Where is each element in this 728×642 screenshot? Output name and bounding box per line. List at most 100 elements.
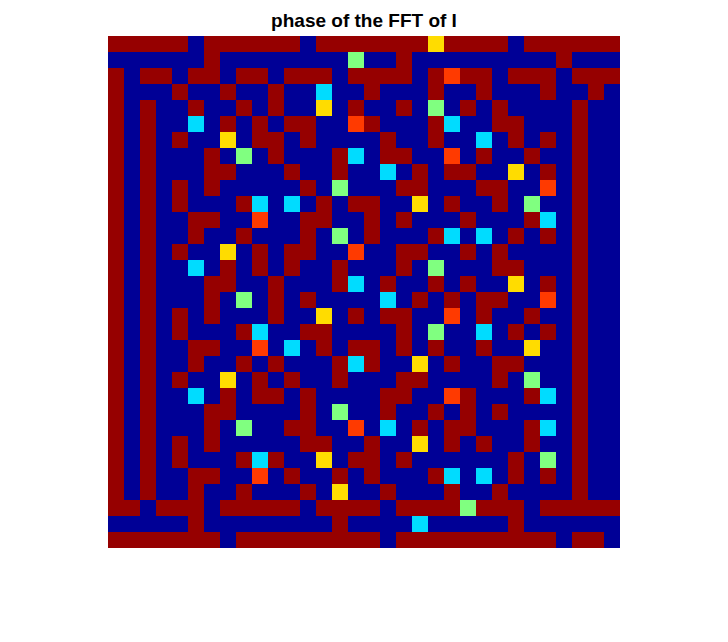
heatmap-cell	[396, 244, 413, 261]
heatmap-cell	[460, 148, 477, 165]
heatmap-cell	[236, 180, 253, 197]
heatmap-cell	[332, 516, 349, 533]
heatmap-cell	[300, 132, 317, 149]
heatmap-cell	[380, 212, 397, 229]
heatmap-cell	[508, 532, 525, 548]
heatmap-cell	[140, 388, 157, 405]
heatmap-cell	[316, 164, 333, 181]
heatmap-cell	[348, 164, 365, 181]
heatmap-cell	[316, 100, 333, 117]
heatmap-cell	[236, 452, 253, 469]
heatmap-cell	[476, 532, 493, 548]
heatmap-cell	[268, 100, 285, 117]
heatmap-cell	[140, 52, 157, 69]
heatmap-cell	[268, 36, 285, 53]
heatmap-cell	[556, 36, 573, 53]
heatmap-cell	[364, 452, 381, 469]
heatmap-cell	[316, 260, 333, 277]
heatmap-cell	[172, 116, 189, 133]
heatmap-cell	[316, 420, 333, 437]
heatmap-cell	[316, 388, 333, 405]
heatmap-cell	[572, 68, 589, 85]
heatmap-cell	[140, 292, 157, 309]
heatmap-cell	[172, 132, 189, 149]
heatmap-cell	[412, 36, 429, 53]
heatmap-cell	[428, 340, 445, 357]
heatmap-cell	[204, 484, 221, 501]
heatmap-cell	[604, 84, 620, 101]
heatmap-cell	[540, 180, 557, 197]
heatmap-cell	[476, 356, 493, 373]
heatmap-cell	[316, 500, 333, 517]
heatmap-cell	[204, 372, 221, 389]
heatmap-cell	[364, 532, 381, 548]
heatmap-cell	[380, 500, 397, 517]
heatmap-cell	[412, 500, 429, 517]
heatmap-cell	[172, 420, 189, 437]
heatmap-cell	[460, 372, 477, 389]
heatmap-cell	[220, 468, 237, 485]
heatmap-cell	[284, 532, 301, 548]
heatmap-cell	[540, 260, 557, 277]
heatmap-cell	[332, 260, 349, 277]
heatmap-cell	[604, 420, 620, 437]
heatmap-cell	[108, 196, 125, 213]
heatmap-cell	[508, 180, 525, 197]
heatmap-cell	[428, 148, 445, 165]
heatmap-cell	[588, 372, 605, 389]
heatmap-cell	[284, 196, 301, 213]
heatmap-cell	[188, 276, 205, 293]
heatmap-cell	[348, 196, 365, 213]
heatmap-cell	[540, 372, 557, 389]
heatmap-cell	[572, 84, 589, 101]
heatmap-cell	[412, 52, 429, 69]
heatmap-cell	[364, 420, 381, 437]
heatmap-cell	[300, 260, 317, 277]
heatmap-cell	[444, 212, 461, 229]
chart-title: phase of the FFT of I	[271, 10, 457, 31]
heatmap-cell	[444, 500, 461, 517]
heatmap-cell	[380, 228, 397, 245]
heatmap-cell	[220, 452, 237, 469]
heatmap-cell	[332, 276, 349, 293]
heatmap-cell	[588, 212, 605, 229]
heatmap-cell	[460, 132, 477, 149]
heatmap-cell	[380, 116, 397, 133]
heatmap-cell	[572, 164, 589, 181]
heatmap-cell	[476, 244, 493, 261]
heatmap-cell	[268, 260, 285, 277]
heatmap-cell	[300, 148, 317, 165]
heatmap-cell	[428, 164, 445, 181]
heatmap-cell	[252, 468, 269, 485]
heatmap-cell	[604, 244, 620, 261]
heatmap-cell	[476, 484, 493, 501]
heatmap-cell	[236, 436, 253, 453]
heatmap-cell	[300, 340, 317, 357]
heatmap-cell	[588, 196, 605, 213]
heatmap-cell	[236, 500, 253, 517]
heatmap-cell	[380, 276, 397, 293]
heatmap-cell	[140, 308, 157, 325]
heatmap-cell	[252, 52, 269, 69]
heatmap-cell	[236, 292, 253, 309]
heatmap-cell	[524, 276, 541, 293]
heatmap-cell	[524, 308, 541, 325]
heatmap-cell	[268, 484, 285, 501]
heatmap-cell	[380, 52, 397, 69]
heatmap-cell	[476, 36, 493, 53]
heatmap-cell	[284, 404, 301, 421]
heatmap-cell	[572, 388, 589, 405]
heatmap-cell	[348, 276, 365, 293]
heatmap-cell	[364, 52, 381, 69]
heatmap-cell	[428, 132, 445, 149]
heatmap-cell	[492, 404, 509, 421]
heatmap-cell	[348, 516, 365, 533]
heatmap-cell	[268, 148, 285, 165]
heatmap-cell	[540, 420, 557, 437]
heatmap-cell	[284, 420, 301, 437]
heatmap-cell	[268, 340, 285, 357]
heatmap-cell	[300, 52, 317, 69]
heatmap-cell	[204, 292, 221, 309]
heatmap-cell	[316, 404, 333, 421]
heatmap-cell	[524, 436, 541, 453]
